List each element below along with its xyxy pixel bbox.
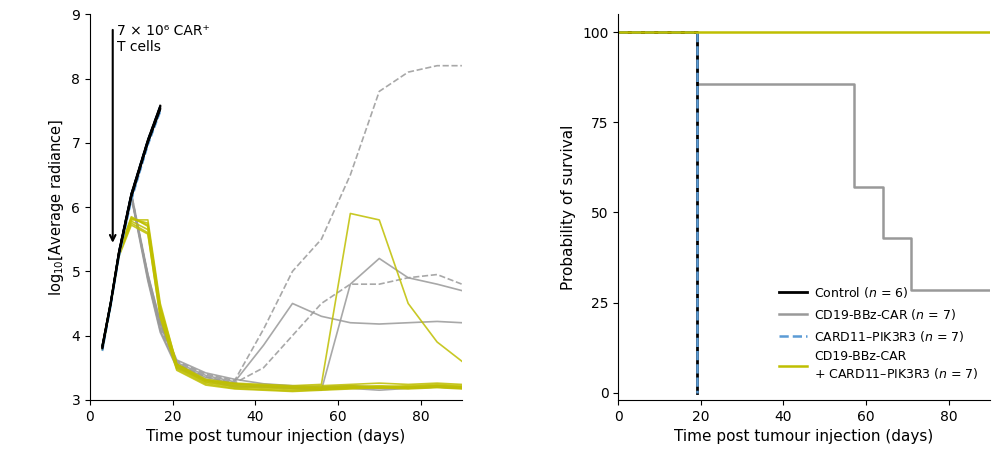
Legend: Control ($n$ = 6), CD19-BBz-CAR ($n$ = 7), CARD11–PIK3R3 ($n$ = 7), CD19-BBz-CAR: Control ($n$ = 6), CD19-BBz-CAR ($n$ = 7… [774,280,984,386]
Y-axis label: $\mathrm{log_{10}[Average\ radiance]}$: $\mathrm{log_{10}[Average\ radiance]}$ [47,119,66,296]
Text: 7 × 10⁶ CAR⁺
T cells: 7 × 10⁶ CAR⁺ T cells [117,24,210,54]
X-axis label: Time post tumour injection (days): Time post tumour injection (days) [146,429,406,444]
X-axis label: Time post tumour injection (days): Time post tumour injection (days) [674,429,934,444]
Y-axis label: Probability of survival: Probability of survival [561,124,576,290]
